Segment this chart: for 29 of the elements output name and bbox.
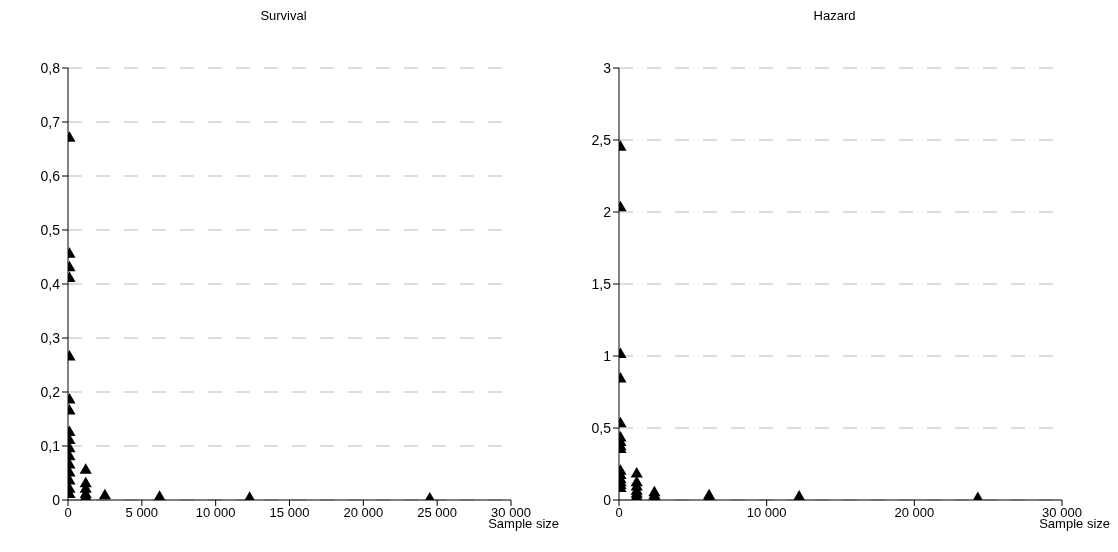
y-tick-label: 0,5 (40, 221, 61, 238)
x-tick-label: 20 000 (894, 505, 935, 521)
x-axis-title: Sample size (488, 516, 559, 531)
y-tick-label: 2 (603, 203, 612, 220)
y-tick-label: 0,4 (40, 275, 61, 292)
y-tick-label: 0,1 (40, 437, 61, 454)
y-tick-label: 1,5 (591, 275, 612, 292)
x-tick-label: 0 (615, 505, 623, 521)
x-tick-label: 25 000 (417, 505, 458, 521)
chart-title: Survival (259, 8, 308, 23)
y-tick-label: 0,2 (40, 383, 61, 400)
chart-title: Hazard (812, 8, 857, 23)
y-tick-label: 1 (603, 347, 612, 364)
y-tick-label: 0 (603, 491, 612, 508)
x-tick-label: 20 000 (343, 505, 384, 521)
x-tick-label: 0 (64, 505, 72, 521)
y-tick-label: 0 (52, 491, 61, 508)
y-tick-label: 0,6 (40, 167, 61, 184)
x-tick-label: 5 000 (125, 505, 159, 521)
y-tick-label: 0,8 (40, 59, 61, 76)
x-tick-label: 10 000 (746, 505, 787, 521)
y-tick-label: 0,7 (40, 113, 61, 130)
y-tick-label: 2,5 (591, 131, 612, 148)
y-tick-label: 3 (603, 59, 612, 76)
y-tick-label: 0,5 (591, 419, 612, 436)
x-tick-label: 15 000 (269, 505, 310, 521)
x-tick-label: 10 000 (195, 505, 236, 521)
x-axis-title: Sample size (1039, 516, 1110, 531)
y-tick-label: 0,3 (40, 329, 61, 346)
